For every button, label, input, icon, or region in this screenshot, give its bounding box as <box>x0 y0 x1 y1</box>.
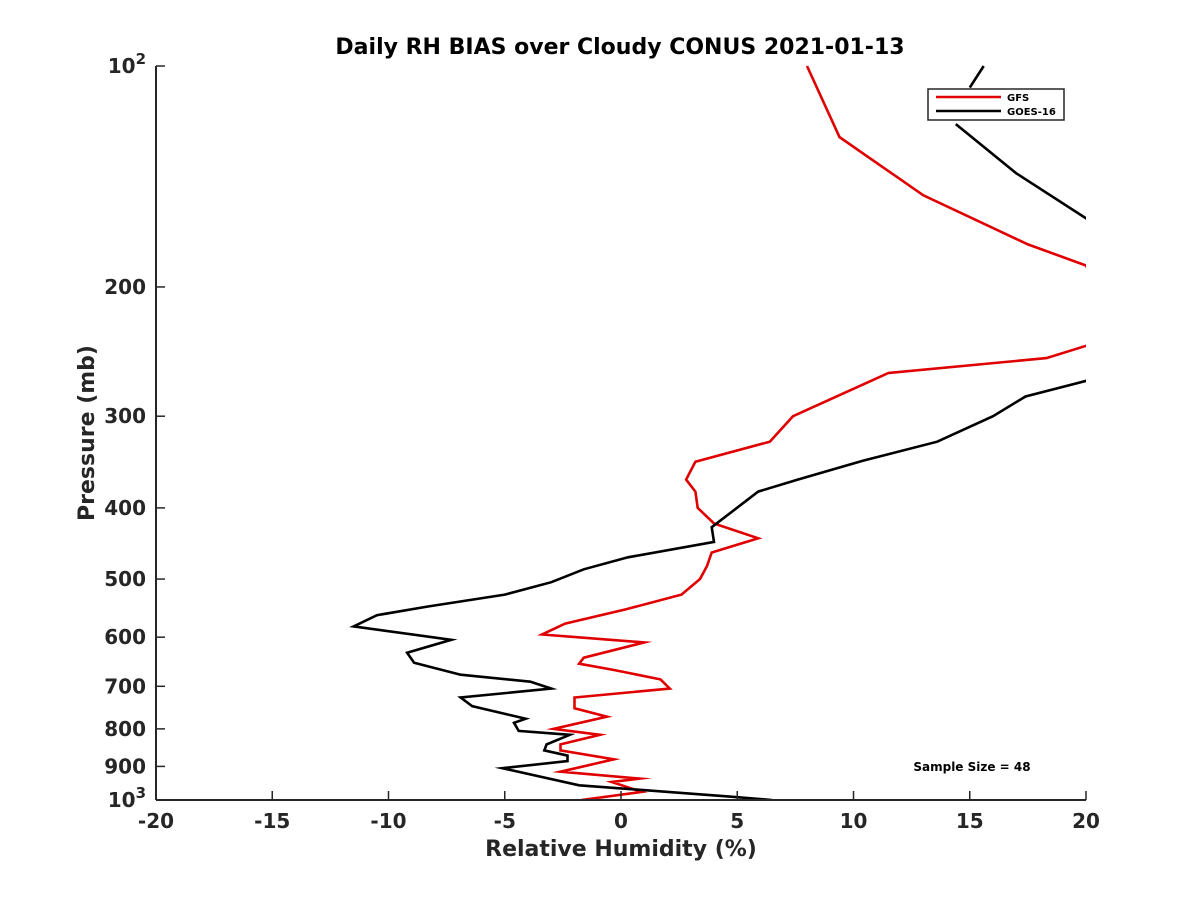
legend-label-gfs: GFS <box>1007 93 1029 104</box>
legend: GFS GOES-16 <box>927 88 1065 121</box>
x-axis-label: Relative Humidity (%) <box>485 837 757 862</box>
x-tick-label: -20 <box>138 809 174 833</box>
x-tick-label: -10 <box>370 809 406 833</box>
series-line-goes16 <box>349 65 1086 801</box>
y-tick-label: 103 <box>108 784 146 812</box>
y-axis-label: Pressure (mb) <box>75 345 100 521</box>
x-tick-label: 15 <box>956 809 984 833</box>
x-tick-label: 10 <box>840 809 868 833</box>
x-ticks: -20 -15 -10 -5 0 5 10 15 20 <box>138 791 1100 833</box>
y-tick-label: 700 <box>104 674 146 698</box>
x-tick-label: -5 <box>494 809 516 833</box>
series-line-gfs <box>536 65 1086 801</box>
sample-size-annotation: Sample Size = 48 <box>913 760 1030 774</box>
legend-label-goes16: GOES-16 <box>1007 107 1056 118</box>
legend-box <box>927 88 1065 121</box>
y-tick-label: 300 <box>104 404 146 428</box>
x-tick-label: -15 <box>254 809 290 833</box>
y-ticks: 102 200 300 400 500 600 700 800 900 103 <box>104 50 165 812</box>
x-tick-label: 5 <box>730 809 744 833</box>
x-tick-label: 0 <box>614 809 628 833</box>
x-tick-label: 20 <box>1072 809 1100 833</box>
y-tick-label: 500 <box>104 567 146 591</box>
chart-title: Daily RH BIAS over Cloudy CONUS 2021-01-… <box>335 35 904 60</box>
y-tick-label: 102 <box>108 50 146 78</box>
y-tick-label: 800 <box>104 717 146 741</box>
series-layer <box>349 65 1086 801</box>
y-tick-label: 900 <box>104 754 146 778</box>
y-tick-label: 400 <box>104 496 146 520</box>
y-tick-label: 200 <box>104 275 146 299</box>
y-tick-label: 600 <box>104 625 146 649</box>
